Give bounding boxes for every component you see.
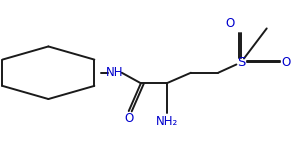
Text: O: O xyxy=(226,17,235,30)
Text: O: O xyxy=(124,112,133,125)
Text: S: S xyxy=(237,56,245,69)
Text: O: O xyxy=(282,56,291,69)
Text: NH: NH xyxy=(106,66,124,79)
Text: NH₂: NH₂ xyxy=(155,115,178,128)
